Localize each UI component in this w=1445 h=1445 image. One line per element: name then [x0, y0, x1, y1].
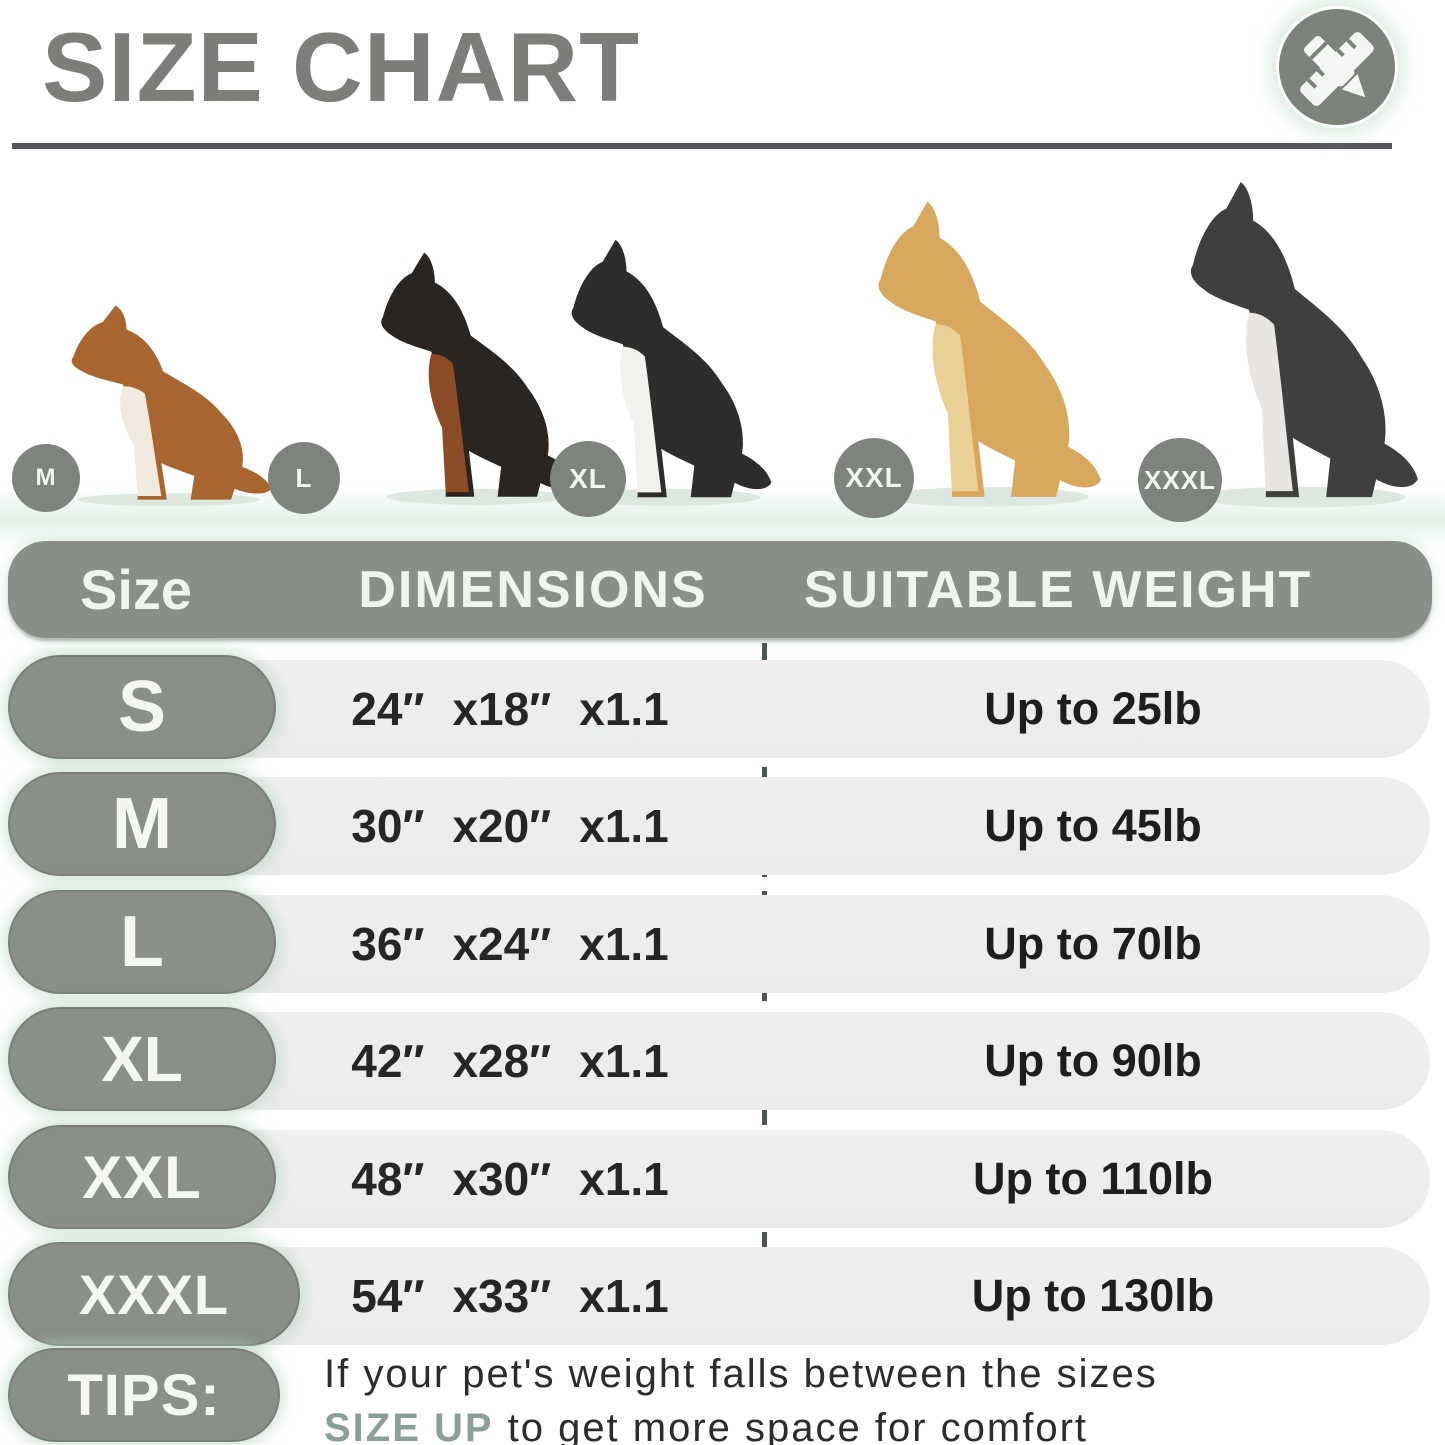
- size-pill: S: [8, 655, 276, 759]
- dimensions-cell: 48″ x30″ x1.1: [351, 1153, 669, 1205]
- size-pill: XL: [8, 1007, 276, 1111]
- column-header-weight: SUITABLE WEIGHT: [803, 560, 1313, 619]
- tips-pill: TIPS:: [8, 1348, 280, 1442]
- dimensions-cell: 54″ x33″ x1.1: [351, 1270, 669, 1322]
- size-up-emphasis: SIZE UP: [324, 1406, 494, 1445]
- title-underline: [12, 143, 1392, 149]
- xl-dog-photo: [860, 196, 1105, 508]
- medium-dog-photo: [365, 248, 580, 506]
- table-header: Size DIMENSIONS SUITABLE WEIGHT: [8, 541, 1432, 638]
- table-row-xxxl: XXXL 54″ x33″ x1.1 Up to 130lb: [0, 1242, 1445, 1347]
- tips-text: If your pet's weight falls between the s…: [324, 1352, 1158, 1445]
- tips-row: TIPS: If your pet's weight falls between…: [0, 1346, 1445, 1445]
- weight-cell: Up to 70lb: [984, 918, 1202, 969]
- size-badge-m: M: [12, 444, 80, 512]
- table-row-m: M 30″ x20″ x1.1 Up to 45lb: [0, 772, 1445, 877]
- weight-cell: Up to 130lb: [971, 1270, 1215, 1321]
- size-pill: XXXL: [8, 1242, 300, 1346]
- size-pill: XXL: [8, 1125, 276, 1229]
- table-row-xl: XL 42″ x28″ x1.1 Up to 90lb: [0, 1007, 1445, 1112]
- size-badge-xxxl: XXXL: [1138, 438, 1222, 522]
- dashed-column-divider: [762, 643, 767, 1355]
- dimensions-cell: 36″ x24″ x1.1: [351, 918, 669, 970]
- small-dog-photo: [55, 302, 275, 507]
- weight-cell: Up to 110lb: [972, 1153, 1214, 1204]
- table-row-s: S 24″ x18″ x1.1 Up to 25lb: [0, 655, 1445, 760]
- tips-line-2: SIZE UP to get more space for comfort: [324, 1406, 1158, 1445]
- dimensions-cell: 42″ x28″ x1.1: [351, 1035, 669, 1087]
- size-badge-l: L: [268, 442, 340, 514]
- weight-cell: Up to 90lb: [984, 1035, 1202, 1086]
- dimensions-cell: 24″ x18″ x1.1: [351, 683, 669, 735]
- column-header-dimensions: DIMENSIONS: [358, 560, 708, 619]
- tips-line-1: If your pet's weight falls between the s…: [324, 1352, 1158, 1396]
- size-pill: L: [8, 890, 276, 994]
- table-row-xxl: XXL 48″ x30″ x1.1 Up to 110lb: [0, 1125, 1445, 1230]
- weight-cell: Up to 25lb: [984, 683, 1202, 734]
- column-header-size: Size: [79, 558, 193, 621]
- xxl-dog-photo: [1172, 176, 1422, 509]
- page-title: SIZE CHART: [42, 12, 640, 122]
- size-badge-xl: XL: [550, 441, 626, 517]
- size-pill: M: [8, 772, 276, 876]
- table-row-l: L 36″ x24″ x1.1 Up to 70lb: [0, 890, 1445, 995]
- ruler-pencil-icon: [1276, 6, 1398, 128]
- dimensions-cell: 30″ x20″ x1.1: [351, 800, 669, 852]
- weight-cell: Up to 45lb: [984, 800, 1202, 851]
- size-badge-xxl: XXL: [834, 438, 914, 518]
